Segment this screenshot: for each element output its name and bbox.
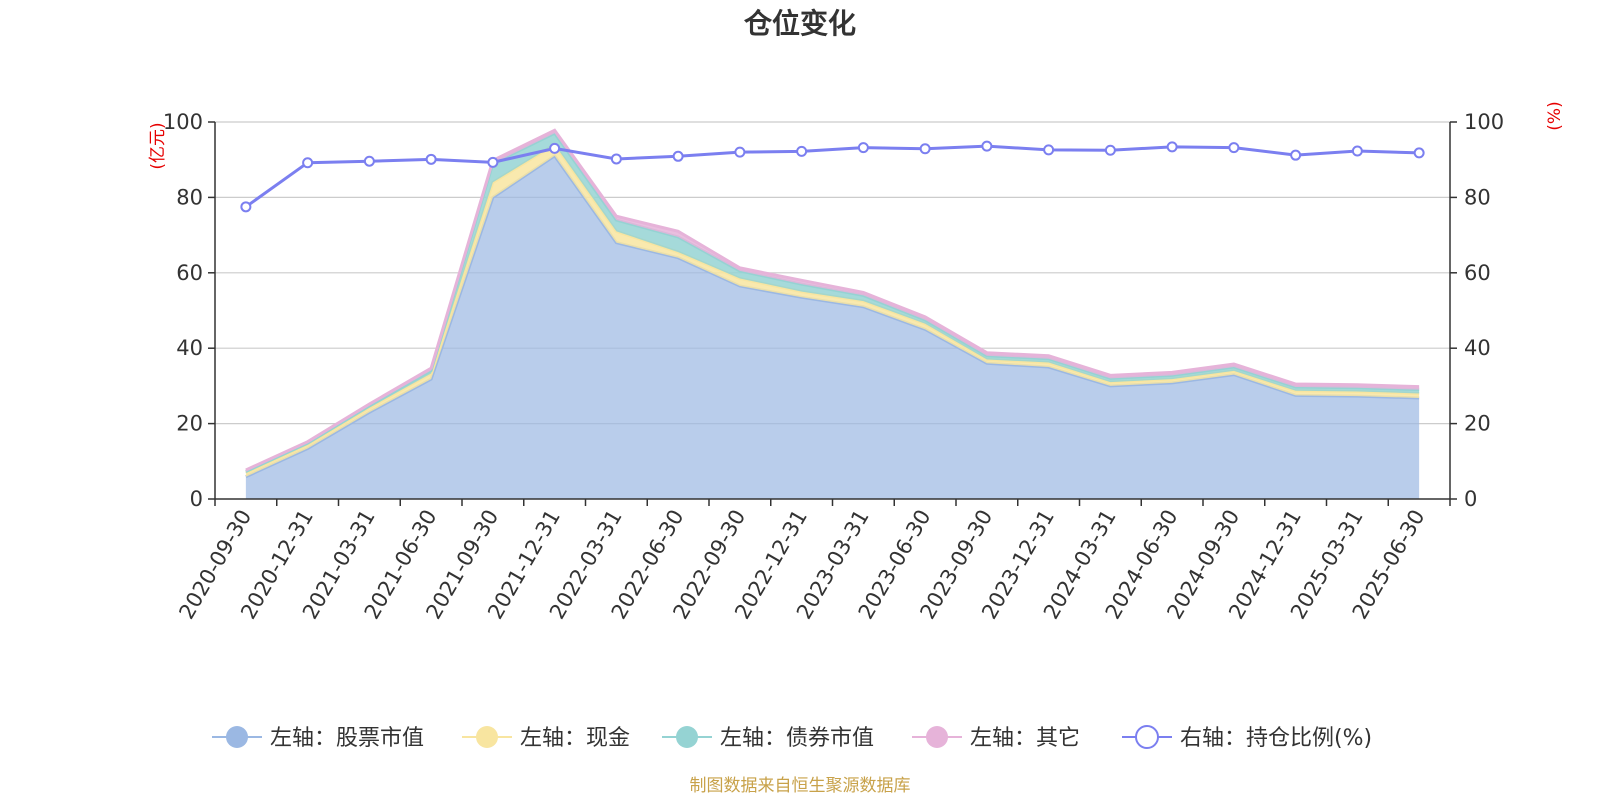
left-tick-label: 80 xyxy=(176,185,203,209)
chart-title: 仓位变化 xyxy=(744,7,856,40)
right-tick-label: 20 xyxy=(1464,412,1491,436)
legend-marker xyxy=(226,726,248,748)
ratio-point[interactable] xyxy=(981,140,993,152)
legend-item-4[interactable]: 左轴：其它 xyxy=(912,726,1080,751)
legend-item-3[interactable]: 左轴：债券市值 xyxy=(662,726,874,751)
ratio-point[interactable] xyxy=(302,157,314,169)
stacked-areas xyxy=(245,128,1420,499)
legend-label: 左轴：股票市值 xyxy=(270,726,424,751)
ratio-point[interactable] xyxy=(1228,142,1240,154)
ratio-point[interactable] xyxy=(1166,141,1178,153)
area-1 xyxy=(245,155,1420,499)
data-source-note: 制图数据来自恒生聚源数据库 xyxy=(690,776,911,796)
left-tick-label: 100 xyxy=(163,110,203,134)
right-tick-label: 100 xyxy=(1464,110,1504,134)
left-tick-label: 20 xyxy=(176,412,203,436)
right-tick-label: 0 xyxy=(1464,487,1477,511)
ratio-point[interactable] xyxy=(796,145,808,157)
ratio-line xyxy=(240,140,1425,213)
ratio-point[interactable] xyxy=(487,156,499,168)
left-tick-label: 40 xyxy=(176,336,203,360)
ratio-point[interactable] xyxy=(363,155,375,167)
legend[interactable]: 左轴：股票市值 左轴：现金 左轴：债券市值 左轴：其它 右轴：持仓比例(%) xyxy=(212,725,1372,751)
ratio-point[interactable] xyxy=(919,143,931,155)
legend-marker xyxy=(476,726,498,748)
ratio-point[interactable] xyxy=(425,153,437,165)
legend-label: 左轴：其它 xyxy=(970,726,1080,751)
right-tick-label: 80 xyxy=(1464,185,1491,209)
legend-item-1[interactable]: 左轴：股票市值 xyxy=(212,726,424,751)
legend-marker xyxy=(1135,725,1159,749)
right-tick-label: 60 xyxy=(1464,261,1491,285)
left-tick-label: 0 xyxy=(190,487,203,511)
ratio-line-path xyxy=(245,144,1420,209)
right-axis-unit: (%) xyxy=(1545,101,1565,130)
right-tick-label: 40 xyxy=(1464,336,1491,360)
ratio-point[interactable] xyxy=(240,201,252,213)
ratio-point[interactable] xyxy=(672,150,684,162)
legend-label: 右轴：持仓比例(%) xyxy=(1180,726,1372,751)
area-edge-4 xyxy=(245,128,1420,472)
left-tick-label: 60 xyxy=(176,261,203,285)
legend-marker xyxy=(676,726,698,748)
ratio-point[interactable] xyxy=(734,146,746,158)
legend-item-2[interactable]: 左轴：现金 xyxy=(462,726,630,751)
legend-label: 左轴：现金 xyxy=(520,726,630,751)
ratio-point[interactable] xyxy=(1351,145,1363,157)
legend-label: 左轴：债券市值 xyxy=(720,726,874,751)
ratio-point[interactable] xyxy=(1413,147,1425,159)
legend-item-5[interactable]: 右轴：持仓比例(%) xyxy=(1122,725,1372,751)
ratio-point[interactable] xyxy=(610,153,622,165)
left-axis-unit: (亿元) xyxy=(148,122,168,169)
ratio-point[interactable] xyxy=(857,142,869,154)
ratio-point[interactable] xyxy=(1043,144,1055,156)
legend-marker xyxy=(926,726,948,748)
ratio-point[interactable] xyxy=(1104,144,1116,156)
ratio-point[interactable] xyxy=(549,142,561,154)
ratio-point[interactable] xyxy=(1290,149,1302,161)
